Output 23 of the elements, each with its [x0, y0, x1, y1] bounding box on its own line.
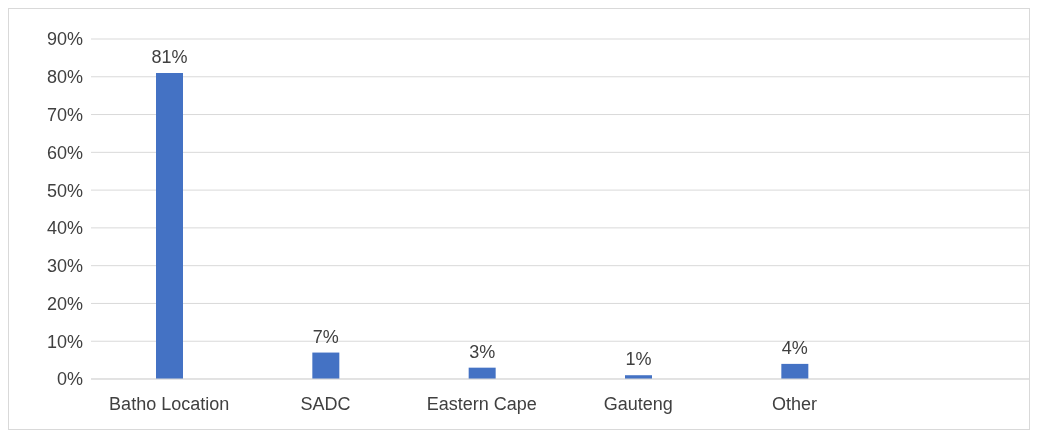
data-label: 81% — [151, 47, 188, 67]
x-tick-label: Eastern Cape — [426, 393, 537, 414]
x-tick-label: Other — [771, 393, 818, 414]
y-tick-label: 0% — [56, 369, 83, 390]
y-tick-label: 40% — [46, 218, 83, 239]
y-tick-label: 90% — [46, 29, 83, 50]
y-tick-label: 70% — [46, 104, 83, 125]
y-tick-label: 30% — [46, 256, 83, 277]
y-tick-label: 60% — [46, 142, 83, 163]
data-label: 7% — [312, 326, 339, 347]
bar — [312, 352, 340, 379]
y-tick-label: 50% — [46, 180, 83, 201]
y-tick-label: 20% — [46, 293, 83, 314]
x-tick-label: Batho Location — [109, 393, 230, 414]
y-tick-label: 10% — [46, 331, 83, 352]
bar — [781, 363, 809, 379]
bar — [156, 73, 183, 379]
data-label: 4% — [781, 337, 808, 358]
x-tick-label: SADC — [300, 393, 351, 414]
x-tick-label: Gauteng — [603, 393, 673, 414]
data-label: 3% — [469, 341, 496, 362]
y-tick-label: 80% — [46, 67, 83, 88]
data-label: 1% — [625, 349, 652, 370]
